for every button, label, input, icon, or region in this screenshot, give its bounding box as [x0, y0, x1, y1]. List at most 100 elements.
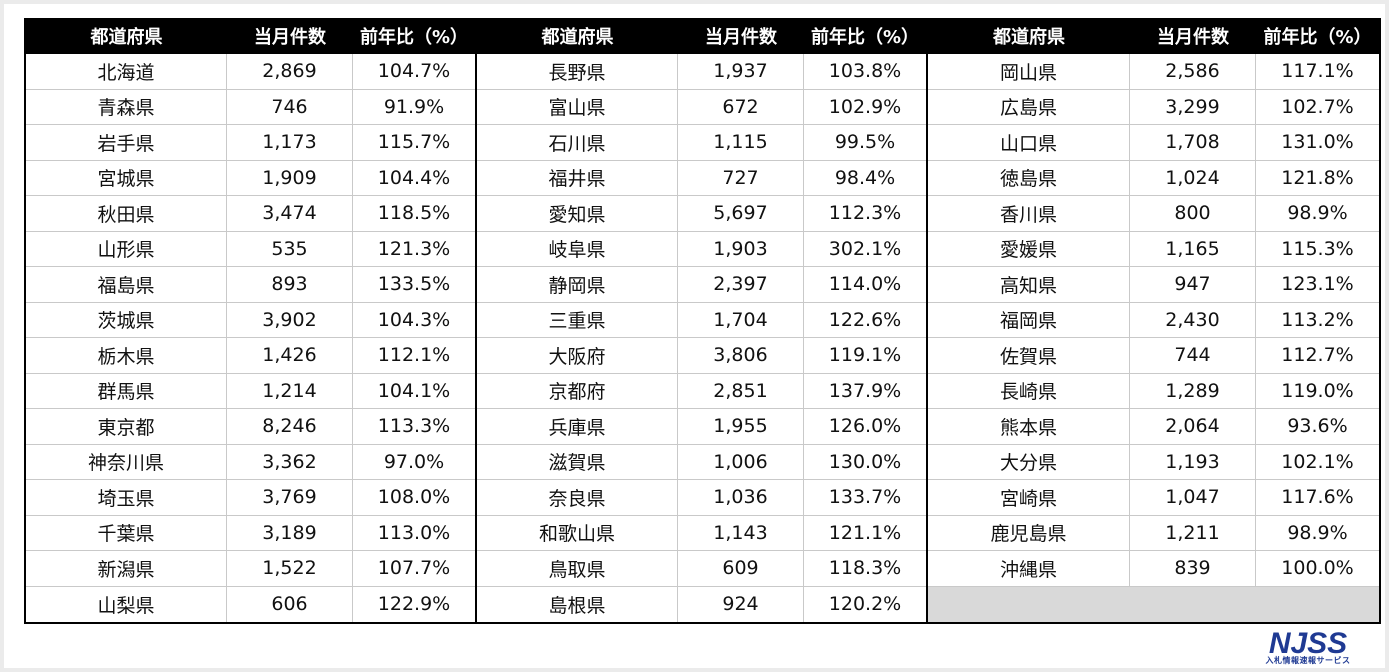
cell-prefecture: 岐阜県: [477, 231, 678, 267]
cell-ratio: 122.9%: [377, 593, 451, 616]
cell-count: 1,522: [227, 551, 353, 587]
table-row: 宮崎県 1,047 117.6%: [928, 480, 1379, 516]
cell-prefecture: 滋賀県: [477, 444, 678, 480]
cell-prefecture: 石川県: [477, 125, 678, 161]
table-row: 山口県 1,708 131.0%: [928, 125, 1379, 161]
table-row: 青森県 746 91.9%: [26, 89, 475, 125]
cell-prefecture: 兵庫県: [477, 409, 678, 445]
table-row: 埼玉県 3,769 108.0%: [26, 480, 475, 516]
cell-ratio: 302.1%: [804, 232, 926, 267]
header-ratio: 前年比（%）: [1263, 27, 1372, 48]
table-row: 山梨県 606 122.9%: [26, 586, 475, 622]
cell-count: 1,193: [1130, 444, 1256, 480]
table-row: 群馬県 1,214 104.1%: [26, 373, 475, 409]
table-row: 福井県 727 98.4%: [477, 160, 926, 196]
cell-prefecture: 熊本県: [928, 409, 1130, 445]
cell-ratio: 122.6%: [804, 303, 926, 338]
cell-count: 2,869: [227, 54, 353, 90]
table-row: 長崎県 1,289 119.0%: [928, 373, 1379, 409]
cell-count: 1,909: [227, 160, 353, 196]
cell-ratio: 118.3%: [804, 551, 926, 587]
cell-count: 1,173: [227, 125, 353, 161]
cell-ratio: 98.9%: [1256, 516, 1379, 551]
cell-count: 2,851: [678, 373, 804, 409]
cell-ratio: 112.1%: [353, 338, 475, 374]
cell-count: 1,937: [678, 54, 804, 90]
cell-prefecture: 大阪府: [477, 338, 678, 374]
cell-count: 893: [227, 267, 353, 303]
cell-count: 1,903: [678, 231, 804, 267]
cell-ratio: 99.5%: [804, 125, 926, 161]
cell-prefecture: 三重県: [477, 302, 678, 338]
cell-count: 1,211: [1130, 515, 1256, 551]
table-row: 滋賀県 1,006 130.0%: [477, 444, 926, 480]
cell-ratio: 115.7%: [353, 125, 475, 161]
cell-prefecture: 大分県: [928, 444, 1130, 480]
logo-subtitle: 入札情報速報サービス: [1265, 656, 1351, 665]
table-row: 石川県 1,115 99.5%: [477, 125, 926, 161]
table-row: 京都府 2,851 137.9%: [477, 373, 926, 409]
table-row: 愛媛県 1,165 115.3%: [928, 231, 1379, 267]
cell-prefecture: 静岡県: [477, 267, 678, 303]
cell-count: 746: [227, 89, 353, 125]
table-row: 奈良県 1,036 133.7%: [477, 480, 926, 516]
cell-count: 727: [678, 160, 804, 196]
cell-count: 1,708: [1130, 125, 1256, 161]
cell-count: 1,115: [678, 125, 804, 161]
cell-prefecture: 岩手県: [26, 125, 227, 161]
table-block-1: 都道府県 当月件数 前年比（%） 北海道 2,869 104.7% 青森県 746 91.9% 岩…: [24, 18, 475, 622]
cell-count: 1,214: [227, 373, 353, 409]
cell-count: 3,189: [227, 515, 353, 551]
cell-prefecture: 福島県: [26, 267, 227, 303]
cell-count: 8,246: [227, 409, 353, 445]
cell-prefecture: 福岡県: [928, 302, 1130, 338]
cell-prefecture: 和歌山県: [477, 515, 678, 551]
header-row: 都道府県 当月件数 前年比（%）: [928, 18, 1379, 54]
cell-count: 744: [1130, 338, 1256, 374]
cell-count: 2,430: [1130, 302, 1256, 338]
cell-count: 924: [678, 586, 804, 622]
empty-row: [928, 586, 1379, 622]
cell-count: 3,902: [227, 302, 353, 338]
cell-count: 672: [678, 89, 804, 125]
table-row: 高知県 947 123.1%: [928, 267, 1379, 303]
cell-ratio: 108.0%: [353, 480, 475, 516]
table-row: 熊本県 2,064 93.6%: [928, 409, 1379, 445]
cell-prefecture: 広島県: [928, 89, 1130, 125]
cell-ratio: 119.0%: [1256, 374, 1379, 409]
cell-ratio: 104.1%: [353, 374, 475, 409]
table-row: 千葉県 3,189 113.0%: [26, 515, 475, 551]
cell-ratio: 112.3%: [804, 196, 926, 232]
cell-ratio: 114.0%: [804, 267, 926, 303]
cell-count: 1,955: [678, 409, 804, 445]
cell-count: 2,064: [1130, 409, 1256, 445]
cell-ratio: 104.3%: [353, 303, 475, 338]
cell-ratio: 133.7%: [804, 480, 926, 516]
table-row: 福島県 893 133.5%: [26, 267, 475, 303]
cell-prefecture: 佐賀県: [928, 338, 1130, 374]
cell-count: 2,586: [1130, 54, 1256, 90]
njss-logo: NJSS: [1269, 627, 1347, 660]
cell-prefecture: 群馬県: [26, 373, 227, 409]
cell-ratio: 121.8%: [1256, 161, 1379, 196]
table-row: 静岡県 2,397 114.0%: [477, 267, 926, 303]
header-count: 当月件数: [705, 27, 777, 48]
cell-ratio: 103.8%: [804, 54, 926, 90]
table-row: 東京都 8,246 113.3%: [26, 409, 475, 445]
table-row: 福岡県 2,430 113.2%: [928, 302, 1379, 338]
cell-ratio: 126.0%: [804, 409, 926, 445]
table-row: 沖縄県 839 100.0%: [928, 551, 1379, 587]
table-row: 徳島県 1,024 121.8%: [928, 160, 1379, 196]
table-row: 新潟県 1,522 107.7%: [26, 551, 475, 587]
cell-count: 1,289: [1130, 373, 1256, 409]
cell-prefecture: 北海道: [26, 54, 227, 90]
cell-prefecture: 山口県: [928, 125, 1130, 161]
cell-ratio: 119.1%: [804, 338, 926, 374]
table-row: 岡山県 2,586 117.1%: [928, 54, 1379, 90]
cell-prefecture: 神奈川県: [26, 444, 227, 480]
cell-ratio: 121.3%: [353, 232, 475, 267]
cell-prefecture: 愛知県: [477, 196, 678, 232]
cell-ratio: 133.5%: [353, 267, 475, 303]
cell-ratio: 102.7%: [1256, 90, 1379, 125]
cell-prefecture: 徳島県: [928, 160, 1130, 196]
